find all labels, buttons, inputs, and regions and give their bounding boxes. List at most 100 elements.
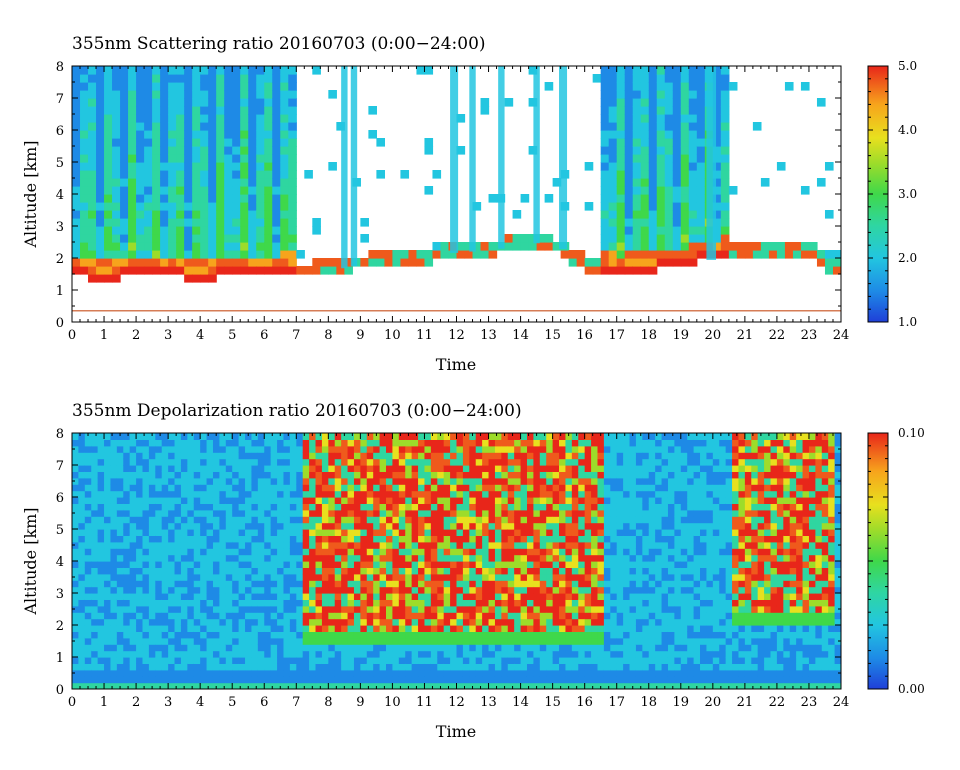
- heatmap-cell: [289, 676, 297, 684]
- heatmap-cell: [366, 471, 374, 479]
- heatmap-cell: [225, 612, 233, 620]
- heatmap-cell: [277, 561, 285, 568]
- heatmap-cell: [160, 74, 169, 83]
- heatmap-cell: [559, 605, 567, 613]
- heatmap-cell: [696, 242, 706, 251]
- heatmap-cell: [597, 625, 605, 632]
- heatmap-cell: [315, 554, 323, 562]
- heatmap-cell: [571, 593, 579, 600]
- heatmap-cell: [277, 599, 285, 607]
- heatmap-cell: [386, 439, 394, 447]
- heatmap-cell: [353, 433, 361, 440]
- heatmap-cell: [559, 433, 567, 440]
- heatmap-cell: [193, 503, 201, 511]
- heatmap-cell: [341, 682, 349, 689]
- heatmap-cell: [78, 637, 86, 645]
- heatmap-cell: [475, 516, 483, 524]
- heatmap-cell: [200, 82, 209, 91]
- heatmap-cell: [578, 650, 586, 658]
- heatmap-cell: [321, 637, 329, 645]
- heatmap-cell: [456, 452, 464, 460]
- heatmap-cell: [206, 612, 214, 620]
- heatmap-cell: [321, 548, 329, 556]
- heatmap-cell: [192, 162, 201, 171]
- heatmap-cell: [469, 676, 477, 684]
- heatmap-cell: [475, 509, 483, 517]
- heatmap-cell: [272, 162, 281, 171]
- heatmap-cell: [296, 573, 304, 581]
- heatmap-cell: [192, 146, 201, 155]
- heatmap-cell: [289, 554, 297, 562]
- heatmap-cell: [232, 644, 240, 652]
- heatmap-cell: [469, 650, 477, 658]
- heatmap-cell: [315, 471, 323, 479]
- heatmap-cell: [110, 586, 118, 594]
- heatmap-cell: [277, 605, 285, 613]
- heatmap-cell: [160, 258, 169, 267]
- heatmap-cell: [257, 465, 265, 472]
- heatmap-cell: [373, 663, 381, 671]
- heatmap-cell: [321, 516, 329, 524]
- heatmap-cell: [482, 535, 490, 543]
- heatmap-cell: [360, 669, 368, 677]
- heatmap-cell: [155, 682, 163, 689]
- heatmap-cell: [696, 162, 706, 171]
- heatmap-cell: [206, 516, 214, 524]
- heatmap-cell: [289, 548, 297, 556]
- heatmap-cell: [520, 618, 528, 626]
- heatmap-cell: [328, 676, 336, 684]
- heatmap-cell: [482, 509, 490, 517]
- heatmap-cell: [288, 194, 297, 203]
- heatmap-cell: [776, 250, 786, 259]
- heatmap-cell: [110, 541, 118, 549]
- heatmap-cell: [283, 458, 291, 466]
- heatmap-cell: [84, 599, 92, 607]
- heatmap-cell: [398, 561, 406, 568]
- heatmap-cell: [379, 612, 387, 620]
- heatmap-cell: [728, 82, 738, 91]
- heatmap-cell: [120, 242, 129, 251]
- heatmap-cell: [200, 522, 208, 530]
- heatmap-cell: [494, 554, 502, 562]
- heatmap-cell: [418, 625, 426, 632]
- heatmap-cell: [462, 599, 470, 607]
- heatmap-cell: [168, 669, 176, 677]
- heatmap-cell: [328, 586, 336, 594]
- heatmap-cell: [104, 676, 112, 684]
- heatmap-cell: [603, 593, 611, 600]
- heatmap-cell: [264, 644, 272, 652]
- heatmap-cell: [302, 522, 310, 530]
- heatmap-cell: [469, 458, 477, 466]
- heatmap-cell: [712, 226, 722, 235]
- heatmap-cell: [270, 503, 278, 511]
- heatmap-cell: [78, 535, 86, 543]
- heatmap-cell: [688, 258, 698, 267]
- heatmap-cell: [206, 637, 214, 645]
- heatmap-cell: [405, 465, 413, 472]
- heatmap-cell: [688, 186, 698, 195]
- cloud-streak: [469, 66, 476, 252]
- heatmap-cell: [206, 452, 214, 460]
- heatmap-cell: [539, 682, 547, 689]
- heatmap-cell: [469, 586, 477, 594]
- heatmap-cell: [144, 210, 153, 219]
- heatmap-cell: [180, 593, 188, 600]
- heatmap-cell: [168, 593, 176, 600]
- heatmap-cell: [245, 612, 253, 620]
- heatmap-cell: [482, 631, 490, 639]
- heatmap-cell: [152, 234, 161, 243]
- heatmap-cell: [296, 599, 304, 607]
- heatmap-cell: [91, 676, 99, 684]
- heatmap-cell: [289, 490, 297, 498]
- heatmap-cell: [648, 210, 658, 219]
- heatmap-cell: [405, 554, 413, 562]
- heatmap-cell: [84, 605, 92, 613]
- heatmap-cell: [238, 573, 246, 581]
- heatmap-cell: [245, 663, 253, 671]
- heatmap-cell: [392, 586, 400, 594]
- heatmap-cell: [616, 250, 626, 259]
- heatmap-cell: [129, 509, 137, 517]
- heatmap-cell: [321, 657, 329, 664]
- heatmap-cell: [232, 258, 241, 267]
- cloud-streak: [498, 66, 505, 249]
